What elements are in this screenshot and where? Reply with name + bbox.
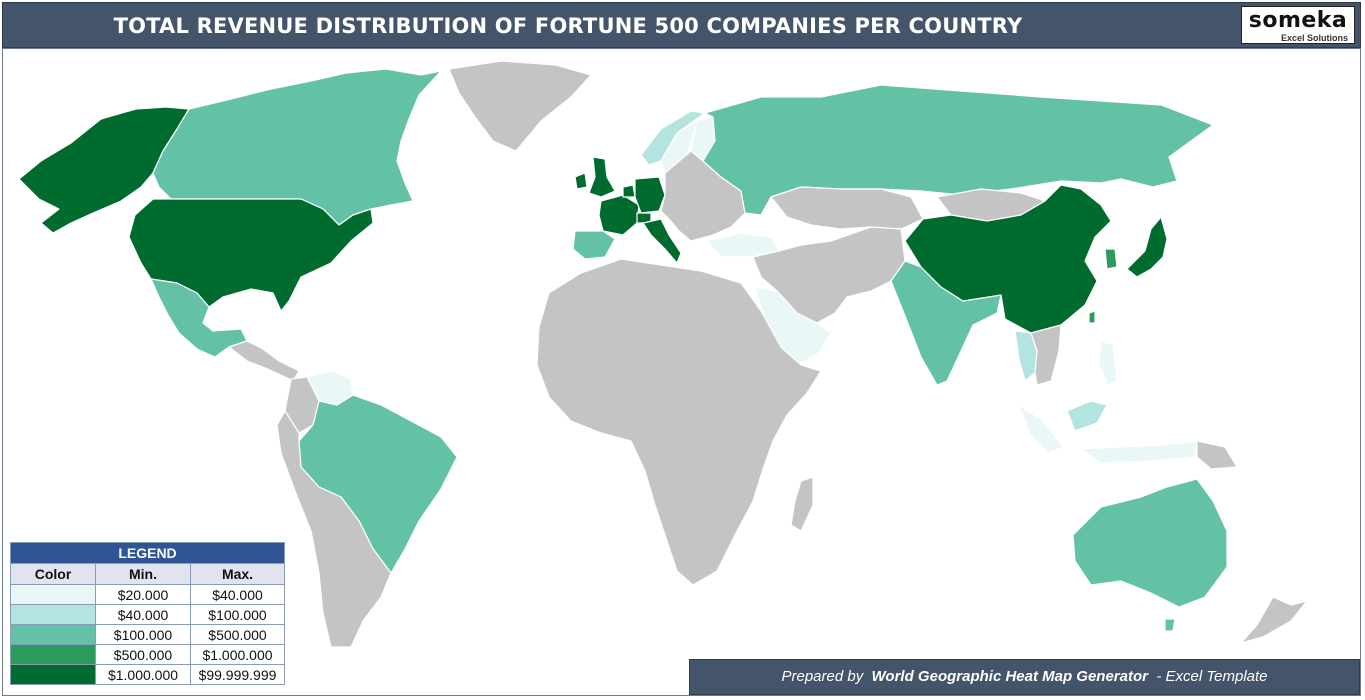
region-madagascar xyxy=(790,476,814,532)
legend-swatch xyxy=(10,644,96,665)
legend-max: $40.000 xyxy=(190,584,285,605)
region-ireland xyxy=(574,172,588,190)
page-title: TOTAL REVENUE DISTRIBUTION OF FORTUNE 50… xyxy=(113,14,1023,38)
region-new-guinea xyxy=(1196,440,1238,470)
logo-tagline: Excel Solutions xyxy=(1280,33,1348,43)
legend-swatch xyxy=(10,584,96,605)
region-france xyxy=(598,194,640,236)
region-new-zealand xyxy=(1240,596,1308,644)
legend-table: LEGEND Color Min. Max. $20.000 $40.000 $… xyxy=(10,542,285,685)
legend-row: $1.000.000 $99.999.999 xyxy=(10,664,285,685)
legend-swatch xyxy=(10,624,96,645)
legend-max: $500.000 xyxy=(190,624,285,645)
region-central-america xyxy=(228,340,300,382)
legend-row: $100.000 $500.000 xyxy=(10,624,285,645)
region-greenland xyxy=(448,60,592,152)
legend-header-max: Max. xyxy=(190,563,285,585)
region-germany xyxy=(634,176,666,214)
header-bar: TOTAL REVENUE DISTRIBUTION OF FORTUNE 50… xyxy=(2,2,1361,48)
legend-title: LEGEND xyxy=(10,542,285,564)
legend-min: $1.000.000 xyxy=(95,664,191,685)
region-canada xyxy=(152,68,442,226)
legend-row: $500.000 $1.000.000 xyxy=(10,644,285,665)
legend-header-color: Color xyxy=(10,563,96,585)
region-norway xyxy=(640,110,706,166)
legend-min: $500.000 xyxy=(95,644,191,665)
legend-swatch xyxy=(10,664,96,685)
region-spain xyxy=(572,230,616,260)
legend-row: $20.000 $40.000 xyxy=(10,584,285,605)
legend-row: $40.000 $100.000 xyxy=(10,604,285,625)
someka-logo: someka Excel Solutions xyxy=(1241,6,1355,44)
legend-min: $40.000 xyxy=(95,604,191,625)
region-kazakhstan xyxy=(770,186,924,230)
region-russia xyxy=(702,84,1214,216)
logo-wordmark: someka xyxy=(1248,8,1348,33)
region-china xyxy=(904,184,1112,334)
region-uk xyxy=(588,156,616,198)
world-heat-map xyxy=(18,60,1308,648)
region-indonesia-east xyxy=(1080,440,1198,464)
region-south-korea xyxy=(1104,248,1118,270)
region-africa xyxy=(536,258,822,586)
region-taiwan xyxy=(1088,310,1096,324)
region-malaysia xyxy=(1066,400,1108,432)
region-philippines xyxy=(1098,340,1118,386)
region-indonesia xyxy=(1018,404,1064,454)
footer-product: World Geographic Heat Map Generator xyxy=(871,668,1148,685)
region-tasmania xyxy=(1164,618,1176,632)
legend-max: $1.000.000 xyxy=(190,644,285,665)
footer-suffix: - Excel Template xyxy=(1156,668,1268,685)
footer-prefix: Prepared by xyxy=(781,668,864,685)
legend-header-min: Min. xyxy=(95,563,191,585)
legend-swatch xyxy=(10,604,96,625)
region-italy xyxy=(642,218,682,264)
region-japan xyxy=(1126,216,1168,278)
legend-max: $99.999.999 xyxy=(190,664,285,685)
legend-min: $100.000 xyxy=(95,624,191,645)
region-netherlands xyxy=(622,184,636,198)
region-australia xyxy=(1072,478,1228,608)
legend-min: $20.000 xyxy=(95,584,191,605)
region-mainland-se-asia xyxy=(1030,324,1062,386)
footer-credit: Prepared by World Geographic Heat Map Ge… xyxy=(689,659,1360,695)
legend-max: $100.000 xyxy=(190,604,285,625)
region-rest-south-america xyxy=(276,410,392,648)
